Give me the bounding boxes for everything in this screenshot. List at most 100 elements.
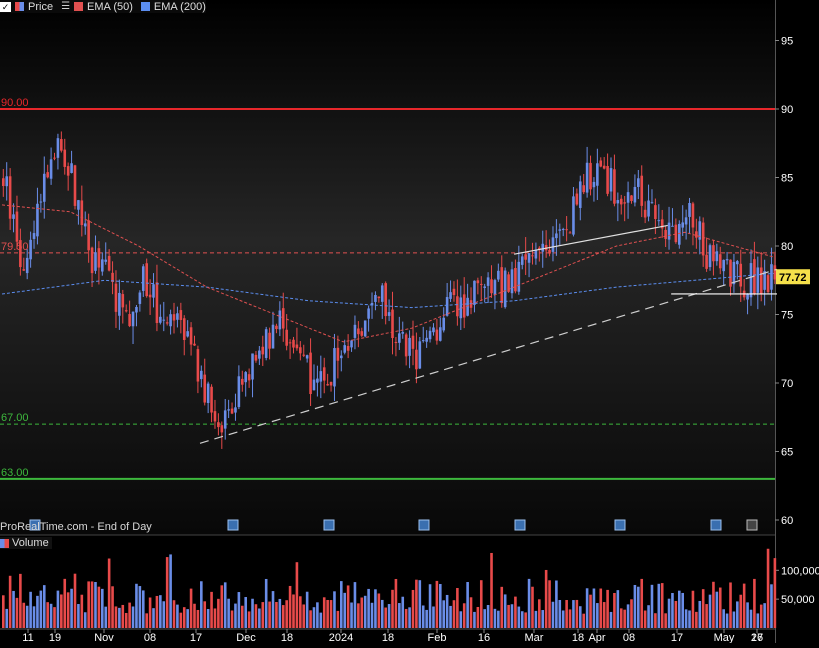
volume-bar xyxy=(544,569,548,628)
volume-bar xyxy=(152,608,155,628)
volume-bar xyxy=(339,581,343,628)
volume-bar xyxy=(42,585,46,628)
candle-body xyxy=(466,297,469,316)
volume-bar xyxy=(251,598,254,628)
price-tick-label: 60 xyxy=(781,515,793,527)
ema200-swatch-icon[interactable] xyxy=(140,2,150,11)
candle-body xyxy=(309,352,312,395)
candle-body xyxy=(527,253,531,263)
volume-bar xyxy=(94,582,97,628)
candle-body xyxy=(718,254,722,269)
candle-body xyxy=(507,274,510,292)
volume-bar xyxy=(558,599,562,628)
candle-body xyxy=(691,203,695,228)
candle-body xyxy=(141,266,145,291)
candle-body xyxy=(565,229,568,231)
volume-bar xyxy=(336,610,340,628)
volume-bar xyxy=(15,597,19,628)
volume-bar xyxy=(230,610,234,628)
candle-body xyxy=(585,162,589,193)
candle-body xyxy=(189,327,193,345)
volume-bar xyxy=(759,604,763,628)
volume-bar xyxy=(742,583,746,628)
legend-ema50[interactable]: EMA (50) xyxy=(87,0,133,13)
volume-bar xyxy=(667,598,671,628)
ema50-swatch-icon[interactable] xyxy=(74,2,84,11)
volume-bar xyxy=(623,609,626,628)
candles-icon[interactable] xyxy=(15,2,24,11)
volume-bar xyxy=(640,578,644,628)
volume-bar xyxy=(398,603,401,628)
volume-bar xyxy=(39,590,43,628)
volume-bar xyxy=(609,611,613,628)
volume-bar xyxy=(193,603,196,628)
candle-body xyxy=(162,319,166,321)
candle-body xyxy=(172,314,176,321)
volume-bar xyxy=(439,584,442,628)
candle-body xyxy=(592,181,596,188)
legend-price[interactable]: Price xyxy=(28,0,54,13)
candle-body xyxy=(442,317,446,331)
volume-bar xyxy=(541,610,545,628)
volume-bar xyxy=(650,584,654,628)
volume-bar xyxy=(66,592,70,628)
candle-body xyxy=(701,222,705,256)
volume-bar xyxy=(217,598,220,628)
volume-bar xyxy=(725,613,729,628)
candle-body xyxy=(459,297,463,319)
candle-body xyxy=(404,334,408,357)
candle-body xyxy=(305,355,309,359)
candle-body xyxy=(101,259,104,272)
price-tick-label: 70 xyxy=(781,378,793,390)
x-tick-label: 18 xyxy=(281,632,293,643)
candle-body xyxy=(514,267,517,292)
volume-bar xyxy=(671,593,674,628)
list-icon[interactable]: ☰ xyxy=(61,1,71,12)
volume-bar xyxy=(70,588,73,628)
volume-bar xyxy=(278,598,282,628)
candle-body xyxy=(148,294,152,298)
candle-body xyxy=(370,303,374,306)
event-marker-icon xyxy=(514,519,526,531)
candle-body xyxy=(483,286,486,288)
candle-body xyxy=(278,310,282,330)
volume-bar xyxy=(637,586,640,628)
volume-bar xyxy=(633,584,637,628)
candle-body xyxy=(107,255,111,271)
volume-bar xyxy=(288,585,292,628)
volume-bar xyxy=(449,605,452,628)
candle-body xyxy=(462,294,466,318)
volume-bar xyxy=(186,609,189,628)
volume-bar xyxy=(616,590,620,628)
candle-body xyxy=(510,269,514,294)
volume-bar xyxy=(363,595,367,628)
candle-body xyxy=(500,267,504,304)
candle-body xyxy=(746,293,749,300)
candle-body xyxy=(732,261,736,285)
candle-body xyxy=(206,383,210,403)
candle-body xyxy=(210,386,213,413)
volume-bar xyxy=(681,592,685,628)
candle-body xyxy=(712,245,715,262)
legend-ema200[interactable]: EMA (200) xyxy=(153,0,206,13)
candle-body xyxy=(295,344,299,349)
volume-bar xyxy=(674,600,678,628)
candle-body xyxy=(258,350,261,359)
candle-body xyxy=(182,318,186,340)
candle-body xyxy=(739,263,743,287)
candle-body xyxy=(319,371,323,382)
volume-bar xyxy=(520,611,524,628)
candle-body xyxy=(357,328,360,335)
volume-bar xyxy=(87,581,90,628)
candle-body xyxy=(445,297,449,316)
candle-body xyxy=(722,259,725,272)
volume-bar xyxy=(261,602,265,628)
candle-body xyxy=(664,229,667,239)
candle-body xyxy=(343,345,347,353)
candle-body xyxy=(654,205,657,220)
candle-body xyxy=(497,270,500,280)
volume-bar xyxy=(664,613,667,628)
settings-icon[interactable]: ✓ xyxy=(0,1,11,12)
